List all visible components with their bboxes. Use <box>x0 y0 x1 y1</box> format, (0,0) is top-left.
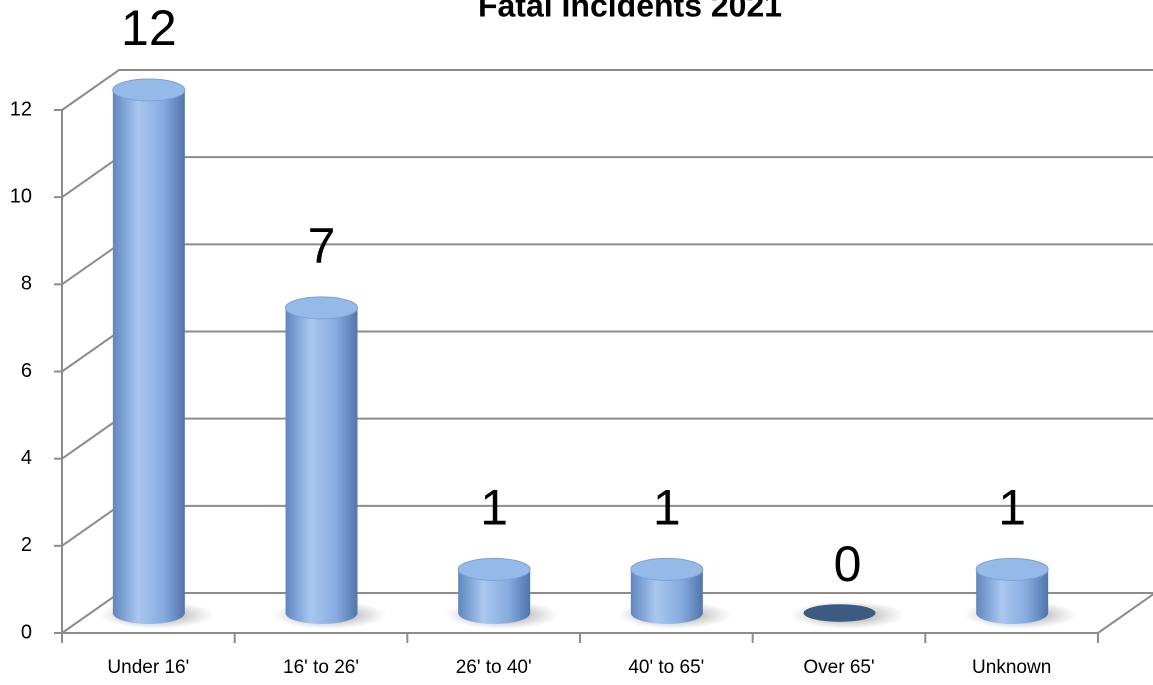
y-tick-label: 4 <box>21 447 32 469</box>
x-tick-label: 16' to 26' <box>283 657 359 678</box>
bar <box>803 604 876 622</box>
bar <box>285 307 358 624</box>
data-label: 1 <box>998 480 1026 536</box>
data-label: 1 <box>653 480 681 536</box>
bar-top <box>975 557 1049 581</box>
data-label: 0 <box>834 536 862 592</box>
bar <box>976 569 1049 624</box>
y-tick-label: 2 <box>21 534 32 556</box>
data-label: 7 <box>308 218 336 274</box>
grid-line <box>61 156 1153 198</box>
data-label: 12 <box>121 0 177 56</box>
bar <box>630 569 703 625</box>
chart-title: Fatal Incidents 2021 <box>478 0 782 23</box>
grid-line <box>61 243 1153 286</box>
x-tick-label: Unknown <box>972 657 1051 678</box>
x-tick-label: 26' to 40' <box>456 657 532 678</box>
y-tick-label: 8 <box>21 273 32 295</box>
bar-top <box>112 78 186 102</box>
y-tick-label: 12 <box>10 98 32 120</box>
grid-line <box>61 417 1153 460</box>
bar-top <box>285 296 358 320</box>
x-tick-label: 40' to 65' <box>628 657 704 678</box>
x-tick-label: Over 65' <box>803 657 874 678</box>
grid-line <box>61 504 1153 547</box>
bar <box>458 569 531 624</box>
bar <box>112 90 185 624</box>
x-tick-label: Under 16' <box>107 657 189 678</box>
grid-line <box>61 69 1153 111</box>
y-tick-label: 10 <box>10 185 32 207</box>
grid-line <box>61 330 1153 373</box>
y-tick-label: 0 <box>21 621 32 643</box>
data-label: 1 <box>480 480 508 536</box>
bar-top <box>630 557 704 581</box>
y-tick-label: 6 <box>21 360 32 382</box>
bar-top <box>457 557 531 581</box>
